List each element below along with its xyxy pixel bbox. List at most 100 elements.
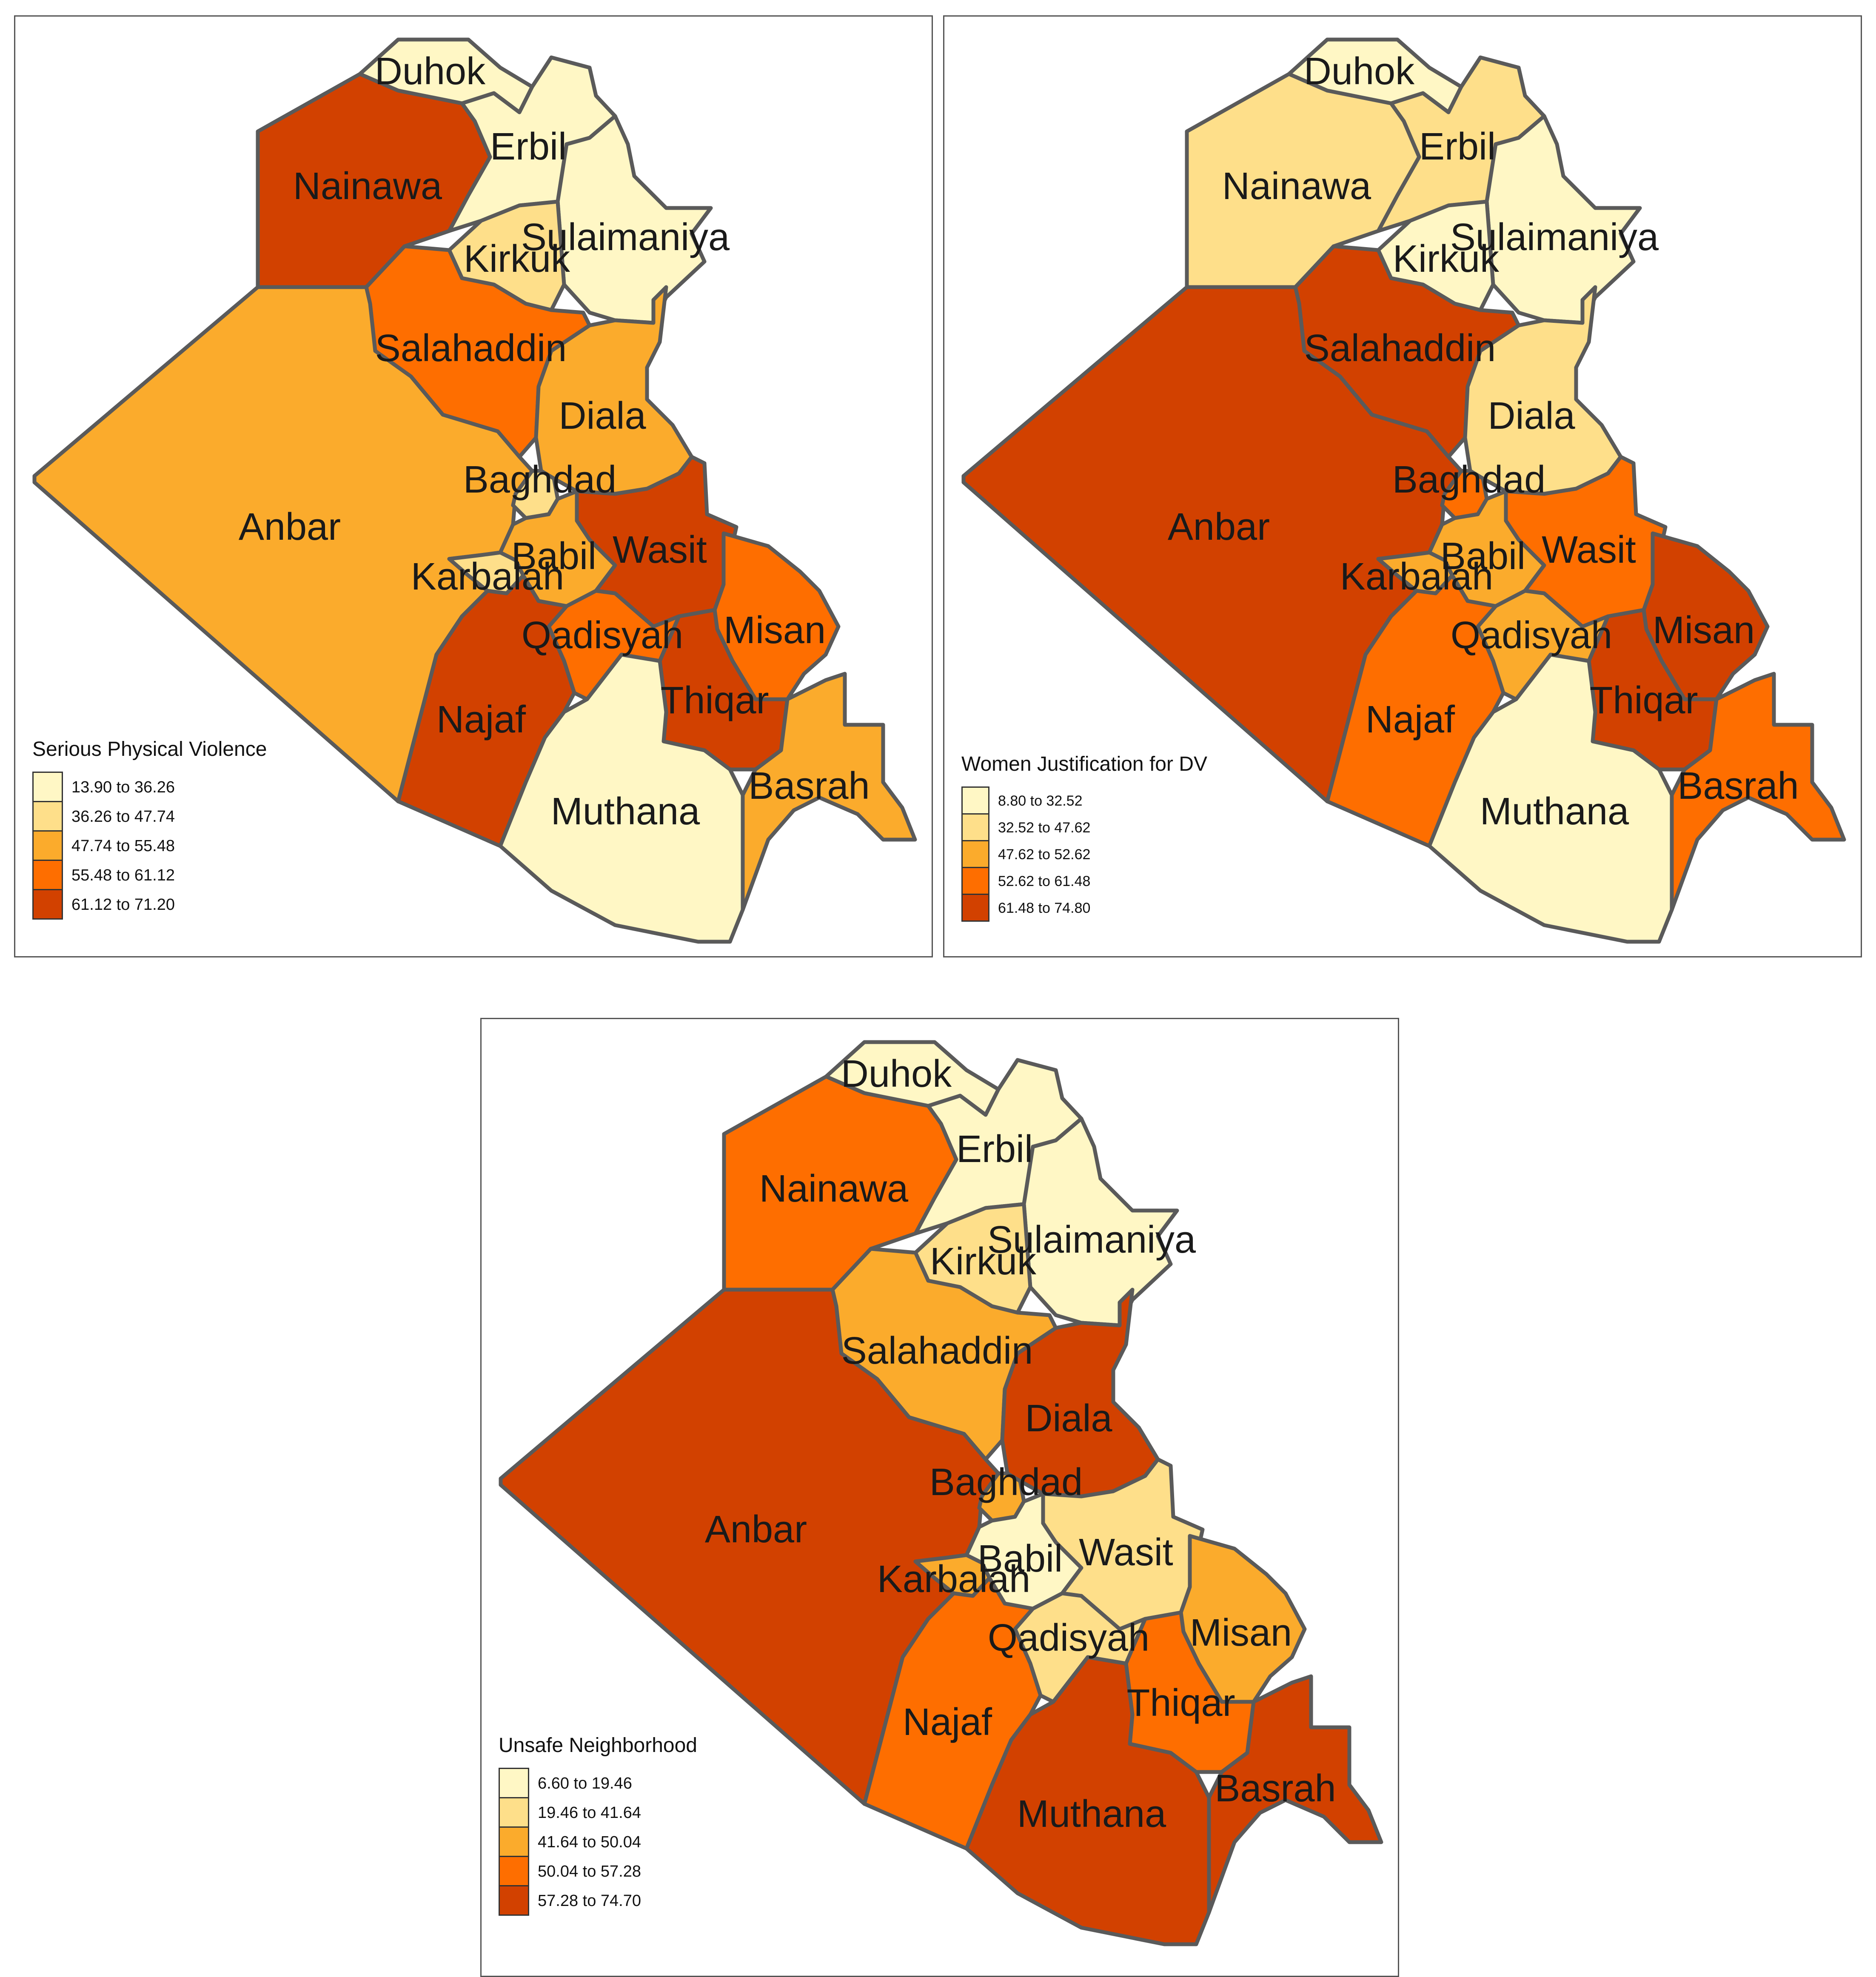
legend-item: 57.28 to 74.70 <box>499 1885 697 1916</box>
province-label-thiqar: Thiqar <box>1589 679 1698 722</box>
province-muthana <box>1427 652 1674 944</box>
legend-label: 6.60 to 19.46 <box>538 1775 632 1792</box>
province-label-wasit: Wasit <box>613 529 707 571</box>
legend-swatch <box>32 830 63 861</box>
legend-swatch <box>499 1797 529 1828</box>
legend-swatch <box>499 1768 529 1798</box>
province-label-najaf: Najaf <box>436 698 526 741</box>
legend-title: Women Justification for DV <box>961 753 1207 775</box>
province-label-anbar: Anbar <box>239 506 341 548</box>
province-label-anbar: Anbar <box>1168 506 1270 548</box>
province-label-misan: Misan <box>724 609 826 652</box>
legend-label: 19.46 to 41.64 <box>538 1804 641 1822</box>
province-label-duhok: Duhok <box>375 50 486 93</box>
legend-swatch <box>499 1885 529 1916</box>
legend-label: 41.64 to 50.04 <box>538 1833 641 1851</box>
province-label-wasit: Wasit <box>1542 529 1636 571</box>
province-label-qadisyah: Qadisyah <box>1451 614 1612 657</box>
province-sulaimaniya <box>556 114 713 325</box>
province-label-thiqar: Thiqar <box>660 679 769 722</box>
province-label-karbalah: Karbalah <box>877 1558 1030 1601</box>
province-label-duhok: Duhok <box>841 1053 952 1095</box>
legend-item: 32.52 to 47.62 <box>961 813 1207 841</box>
province-label-salahaddin: Salahaddin <box>1304 327 1496 370</box>
province-label-basrah: Basrah <box>748 765 870 807</box>
legend-swatch <box>32 889 63 920</box>
province-label-kirkuk: Kirkuk <box>1393 238 1500 280</box>
province-label-duhok: Duhok <box>1304 50 1415 93</box>
province-muthana <box>498 652 745 944</box>
province-label-qadisyah: Qadisyah <box>988 1617 1149 1659</box>
province-label-baghdad: Baghdad <box>1392 459 1545 501</box>
legend-serious-physical-violence: Serious Physical Violence 13.90 to 36.26… <box>32 738 267 920</box>
province-label-baghdad: Baghdad <box>463 459 616 501</box>
province-label-salahaddin: Salahaddin <box>841 1330 1033 1372</box>
legend-item: 36.26 to 47.74 <box>32 801 267 832</box>
province-label-babil: Babil <box>1440 535 1525 578</box>
province-label-qadisyah: Qadisyah <box>522 614 683 657</box>
province-label-muthana: Muthana <box>551 790 700 833</box>
legend-unsafe-neighborhood: Unsafe Neighborhood 6.60 to 19.46 19.46 … <box>499 1734 697 1916</box>
province-label-najaf: Najaf <box>903 1701 992 1743</box>
province-label-erbil: Erbil <box>956 1128 1033 1171</box>
legend-label: 47.62 to 52.62 <box>998 846 1091 863</box>
province-basrah <box>1207 1674 1383 1914</box>
legend-item: 41.64 to 50.04 <box>499 1826 697 1857</box>
map-panel-unsafe-neighborhood: Duhok Erbil Nainawa Sulaimaniya Kirkuk Salaha… <box>480 1018 1399 1977</box>
legend-item: 50.04 to 57.28 <box>499 1856 697 1886</box>
legend-label: 36.26 to 47.74 <box>71 808 175 826</box>
legend-swatch <box>961 813 989 841</box>
province-sulaimaniya <box>1022 1117 1179 1327</box>
province-label-sulaimaniya: Sulaimaniya <box>987 1219 1196 1261</box>
legend-title: Unsafe Neighborhood <box>499 1734 697 1757</box>
province-label-nainawa: Nainawa <box>1222 165 1371 208</box>
province-label-basrah: Basrah <box>1677 765 1799 807</box>
legend-item: 52.62 to 61.48 <box>961 867 1207 895</box>
legend-swatch <box>961 894 989 922</box>
province-label-muthana: Muthana <box>1017 1793 1166 1835</box>
legend-item: 61.12 to 71.20 <box>32 889 267 920</box>
legend-label: 61.12 to 71.20 <box>71 896 175 914</box>
province-label-salahaddin: Salahaddin <box>375 327 567 370</box>
legend-swatch <box>499 1856 529 1886</box>
legend-label: 8.80 to 32.52 <box>998 793 1083 809</box>
province-muthana <box>964 1655 1211 1946</box>
province-label-anbar: Anbar <box>705 1508 807 1551</box>
province-label-muthana: Muthana <box>1480 790 1629 833</box>
province-label-wasit: Wasit <box>1079 1531 1173 1574</box>
province-label-sulaimaniya: Sulaimaniya <box>521 216 730 259</box>
province-label-erbil: Erbil <box>1419 125 1496 168</box>
province-label-babil: Babil <box>511 535 596 578</box>
province-label-karbalah: Karbalah <box>1340 555 1493 598</box>
province-label-diala: Diala <box>1025 1397 1112 1440</box>
province-basrah <box>1670 672 1846 912</box>
legend-label: 52.62 to 61.48 <box>998 873 1091 889</box>
province-label-kirkuk: Kirkuk <box>930 1240 1037 1283</box>
legend-item: 47.62 to 52.62 <box>961 840 1207 868</box>
province-label-najaf: Najaf <box>1366 698 1455 741</box>
province-label-diala: Diala <box>1488 395 1575 437</box>
province-label-baghdad: Baghdad <box>929 1461 1083 1504</box>
legend-swatch <box>32 801 63 832</box>
province-label-nainawa: Nainawa <box>293 165 442 208</box>
legend-item: 6.60 to 19.46 <box>499 1768 697 1798</box>
province-label-babil: Babil <box>978 1538 1063 1580</box>
province-basrah <box>741 672 917 912</box>
province-label-misan: Misan <box>1190 1612 1292 1654</box>
province-label-nainawa: Nainawa <box>759 1168 909 1210</box>
legend-label: 13.90 to 36.26 <box>71 778 175 796</box>
province-label-karbalah: Karbalah <box>411 555 564 598</box>
legend-swatch <box>961 867 989 895</box>
province-label-sulaimaniya: Sulaimaniya <box>1450 216 1659 259</box>
legend-women-justification-for-dv: Women Justification for DV 8.80 to 32.52… <box>961 752 1207 922</box>
legend-item: 55.48 to 61.12 <box>32 860 267 890</box>
legend-label: 61.48 to 74.80 <box>998 900 1091 916</box>
legend-label: 55.48 to 61.12 <box>71 866 175 884</box>
legend-swatch <box>961 840 989 868</box>
legend-label: 50.04 to 57.28 <box>538 1863 641 1880</box>
legend-swatch <box>32 860 63 890</box>
legend-item: 61.48 to 74.80 <box>961 894 1207 922</box>
